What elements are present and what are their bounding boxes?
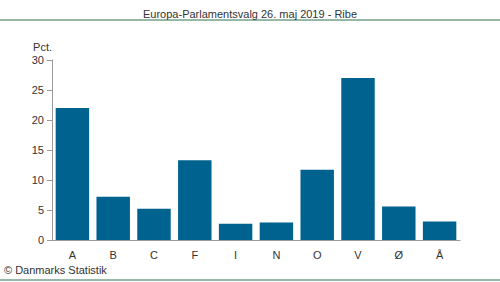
svg-text:N: N bbox=[272, 249, 280, 261]
svg-text:V: V bbox=[354, 249, 362, 261]
svg-text:15: 15 bbox=[32, 144, 44, 156]
svg-text:25: 25 bbox=[32, 84, 44, 96]
svg-text:Pct.: Pct. bbox=[33, 41, 52, 53]
svg-text:C: C bbox=[150, 249, 158, 261]
svg-text:20: 20 bbox=[32, 114, 44, 126]
svg-text:0: 0 bbox=[38, 234, 44, 246]
svg-text:Ø: Ø bbox=[395, 249, 404, 261]
svg-text:Europa-Parlamentsvalg 26. maj: Europa-Parlamentsvalg 26. maj 2019 - Rib… bbox=[143, 8, 357, 20]
svg-text:I: I bbox=[234, 249, 237, 261]
svg-text:5: 5 bbox=[38, 204, 44, 216]
svg-text:A: A bbox=[69, 249, 77, 261]
svg-text:B: B bbox=[110, 249, 117, 261]
svg-text:© Danmarks Statistik: © Danmarks Statistik bbox=[4, 264, 107, 276]
svg-text:30: 30 bbox=[32, 54, 44, 66]
svg-text:10: 10 bbox=[32, 174, 44, 186]
svg-text:F: F bbox=[191, 249, 198, 261]
svg-text:O: O bbox=[313, 249, 322, 261]
svg-text:Å: Å bbox=[436, 249, 444, 261]
